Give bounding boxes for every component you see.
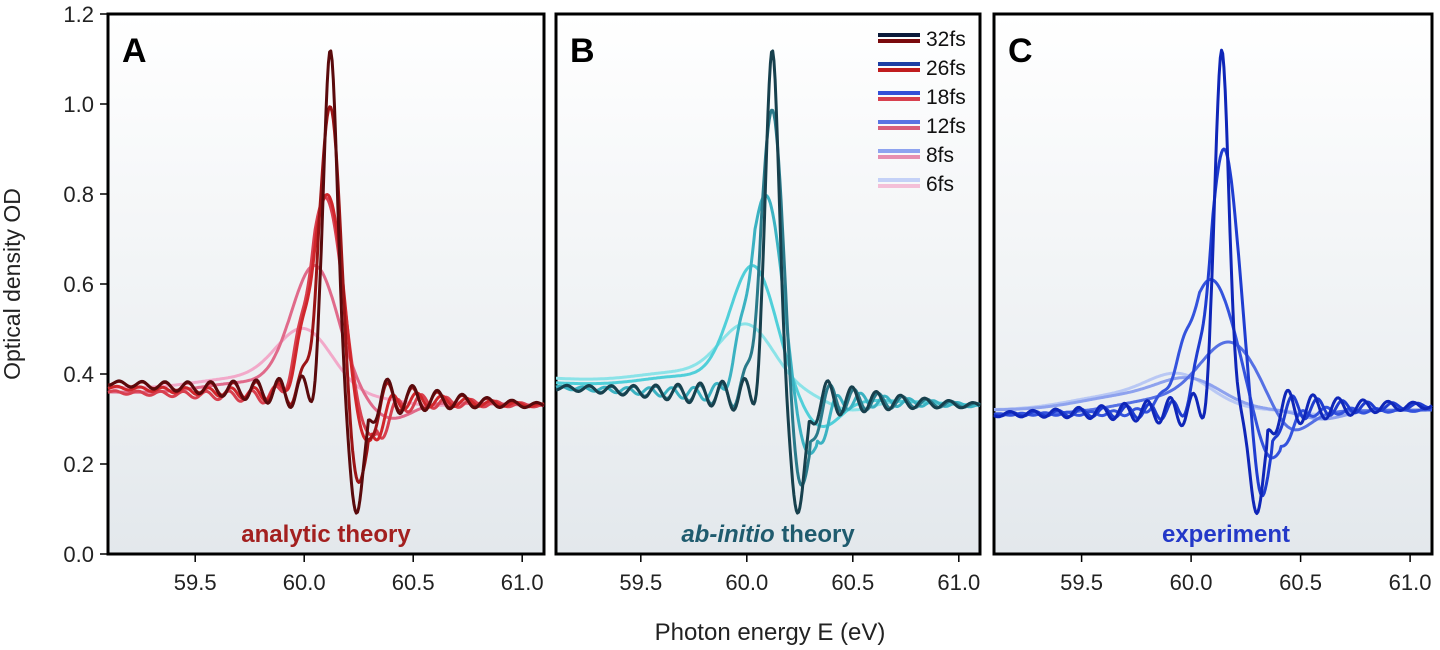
legend-label-6fs: 6fs: [926, 173, 954, 196]
x-tick-label: 59.5: [1060, 570, 1103, 595]
x-tick-label: 59.5: [619, 570, 662, 595]
legend-label-32fs: 32fs: [926, 28, 966, 51]
series-line-c-32fs: [993, 48, 1433, 515]
panel-c-series: [993, 48, 1433, 515]
panel-c-annotation: experiment: [1162, 521, 1290, 548]
panel-b-annotation: ab-initio theory: [681, 521, 855, 548]
legend-label-12fs: 12fs: [926, 115, 966, 138]
x-tick-label: 60.5: [392, 570, 435, 595]
x-tick-label: 61.0: [937, 570, 980, 595]
y-axis: 0.0 0.2 0.4 0.6 0.8 1.0 1.2: [63, 2, 108, 567]
y-tick-label: 0.2: [63, 452, 94, 477]
panel-c-letter: C: [1008, 32, 1033, 70]
legend: 32fs 26fs 18fs 12fs 8fs 6fs: [878, 28, 966, 196]
legend-label-8fs: 8fs: [926, 144, 954, 167]
panel-a: A analytic theory: [106, 12, 546, 556]
x-axis: 59.5 60.0 60.5 61.0 59.5 60.0 60.5 61.0 59.5 60.0…: [174, 554, 1432, 595]
series-line-a-32fs: [107, 49, 545, 515]
x-tick-label: 59.5: [174, 570, 217, 595]
series-line-b-32fs: [555, 49, 981, 515]
panel-b-letter: B: [570, 32, 595, 70]
y-tick-label: 0.4: [63, 362, 94, 387]
x-tick-label: 60.0: [1170, 570, 1213, 595]
panel-a-annotation: analytic theory: [241, 521, 411, 548]
x-tick-label: 60.0: [725, 570, 768, 595]
legend-label-18fs: 18fs: [926, 86, 966, 109]
panel-b-annotation-rest: theory: [781, 521, 855, 548]
x-tick-label: 60.5: [831, 570, 874, 595]
panel-a-letter: A: [122, 32, 147, 70]
x-tick-label: 60.5: [1279, 570, 1322, 595]
panel-b-annotation-space: [775, 521, 782, 548]
legend-label-26fs: 26fs: [926, 57, 966, 80]
y-tick-label: 1.2: [63, 2, 94, 27]
panel-b: B ab-initio theory: [554, 12, 982, 556]
y-tick-label: 0.0: [63, 542, 94, 567]
y-axis-title: Optical density OD: [0, 188, 25, 380]
y-tick-label: 0.6: [63, 272, 94, 297]
panel-c: C experiment: [992, 12, 1434, 556]
x-tick-label: 61.0: [1389, 570, 1432, 595]
series-line-b-18fs: [555, 193, 981, 456]
y-tick-label: 0.8: [63, 182, 94, 207]
x-tick-label: 60.0: [283, 570, 326, 595]
x-axis-title: Photon energy E (eV): [655, 619, 886, 646]
panel-b-annotation-italic: ab-initio: [681, 521, 774, 548]
x-tick-label: 61.0: [501, 570, 544, 595]
panel-a-series: [107, 49, 545, 515]
panel-b-series: [555, 49, 981, 515]
y-tick-label: 1.0: [63, 92, 94, 117]
